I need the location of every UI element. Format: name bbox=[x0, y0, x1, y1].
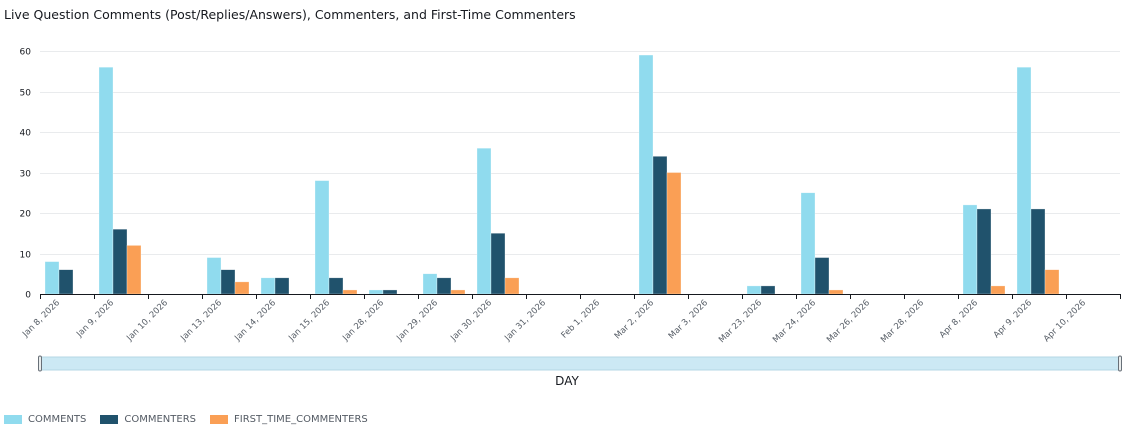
y-axis-ticks: 0 10 20 30 40 50 60 bbox=[20, 48, 32, 301]
bar-commenters[interactable] bbox=[814, 257, 830, 295]
x-tick-label: Mar 26, 2026 bbox=[825, 298, 872, 345]
x-tick-label: Mar 23, 2026 bbox=[717, 298, 764, 345]
x-tick-label: Jan 14, 2026 bbox=[232, 298, 278, 344]
y-tick-label: 50 bbox=[20, 89, 32, 99]
x-tick-label: Jan 30, 2026 bbox=[448, 298, 494, 344]
bar-commenters[interactable] bbox=[760, 285, 776, 295]
y-tick-label: 0 bbox=[25, 291, 31, 301]
legend-item-first-time-commenters[interactable]: FIRST_TIME_COMMENTERS bbox=[210, 414, 368, 425]
bar-commenters[interactable] bbox=[976, 208, 992, 295]
legend-item-comments[interactable]: COMMENTS bbox=[4, 414, 86, 425]
legend-swatch bbox=[4, 415, 22, 424]
bar-comments[interactable] bbox=[260, 277, 276, 295]
bar-commenters[interactable] bbox=[112, 228, 128, 295]
bar-commenters[interactable] bbox=[1030, 208, 1046, 295]
bar-first-time-commenters[interactable] bbox=[342, 289, 358, 295]
x-axis-ticks: Jan 8, 2026 Jan 9, 2026 Jan 10, 2026 Jan 13… bbox=[20, 294, 1121, 345]
legend: COMMENTS COMMENTERS FIRST_TIME_COMMENTER… bbox=[4, 414, 382, 425]
bar-commenters[interactable] bbox=[274, 277, 290, 295]
range-scrollbar[interactable] bbox=[38, 355, 1122, 372]
legend-label: COMMENTS bbox=[28, 414, 87, 425]
x-tick-label: Jan 9, 2026 bbox=[74, 298, 116, 340]
x-tick-label: Apr 8, 2026 bbox=[938, 298, 980, 340]
bar-comments[interactable] bbox=[314, 180, 330, 295]
legend-swatch bbox=[100, 415, 119, 424]
y-tick-label: 10 bbox=[20, 251, 32, 261]
bar-commenters[interactable] bbox=[382, 289, 398, 295]
scrollbar-right-handle[interactable] bbox=[1118, 355, 1122, 372]
x-tick-label: Feb 1, 2026 bbox=[560, 298, 603, 341]
x-tick-label: Mar 3, 2026 bbox=[667, 298, 710, 341]
y-tick-label: 20 bbox=[20, 210, 32, 220]
bar-commenters[interactable] bbox=[220, 269, 236, 295]
legend-label: COMMENTERS bbox=[124, 414, 197, 425]
bar-commenters[interactable] bbox=[490, 232, 506, 295]
bar-first-time-commenters[interactable] bbox=[450, 289, 466, 295]
y-tick-label: 60 bbox=[20, 48, 32, 58]
bar-first-time-commenters[interactable] bbox=[990, 285, 1006, 295]
bar-first-time-commenters[interactable] bbox=[666, 172, 682, 295]
x-tick-label: Jan 13, 2026 bbox=[178, 298, 224, 344]
x-axis-title: DAY bbox=[555, 374, 579, 388]
bar-comments[interactable] bbox=[98, 66, 114, 295]
bar-comments[interactable] bbox=[206, 257, 222, 295]
bar-comments[interactable] bbox=[962, 204, 978, 295]
bar-comments[interactable] bbox=[368, 289, 384, 295]
legend-swatch bbox=[210, 415, 229, 424]
x-tick-label: Mar 28, 2026 bbox=[879, 298, 926, 345]
bar-first-time-commenters[interactable] bbox=[126, 245, 142, 295]
scrollbar-left-handle[interactable] bbox=[38, 355, 42, 372]
bar-first-time-commenters[interactable] bbox=[1044, 269, 1060, 295]
scrollbar-track[interactable] bbox=[39, 356, 1121, 371]
bar-first-time-commenters[interactable] bbox=[828, 289, 844, 295]
chart-title: Live Question Comments (Post/Replies/Ans… bbox=[4, 7, 576, 22]
bar-comments[interactable] bbox=[800, 192, 816, 295]
bar-commenters[interactable] bbox=[652, 156, 668, 295]
y-tick-label: 40 bbox=[20, 129, 32, 139]
bar-comments[interactable] bbox=[476, 147, 492, 295]
y-tick-label: 30 bbox=[20, 170, 32, 180]
x-tick-label: Jan 29, 2026 bbox=[394, 298, 440, 344]
bar-first-time-commenters[interactable] bbox=[504, 277, 520, 295]
x-tick-label: Mar 24, 2026 bbox=[771, 298, 818, 345]
x-tick-label: Jan 15, 2026 bbox=[286, 298, 332, 344]
bar-comments[interactable] bbox=[746, 285, 762, 295]
bar-commenters[interactable] bbox=[436, 277, 452, 295]
bar-comments[interactable] bbox=[638, 54, 654, 295]
x-tick-label: Mar 2, 2026 bbox=[613, 298, 656, 341]
legend-item-commenters[interactable]: COMMENTERS bbox=[100, 414, 196, 425]
bar-commenters[interactable] bbox=[58, 269, 74, 295]
bar-comments[interactable] bbox=[1016, 66, 1032, 295]
x-tick-label: Jan 8, 2026 bbox=[20, 298, 62, 340]
bars bbox=[44, 54, 1060, 295]
bar-first-time-commenters[interactable] bbox=[234, 281, 250, 295]
x-tick-label: Jan 31, 2026 bbox=[502, 298, 548, 344]
x-tick-label: Apr 10, 2026 bbox=[1042, 298, 1088, 344]
x-tick-label: Jan 28, 2026 bbox=[340, 298, 386, 344]
bar-commenters[interactable] bbox=[328, 277, 344, 295]
bar-comments[interactable] bbox=[422, 273, 438, 295]
gridlines bbox=[40, 51, 1120, 255]
legend-label: FIRST_TIME_COMMENTERS bbox=[234, 414, 368, 425]
bar-comments[interactable] bbox=[44, 261, 60, 295]
x-tick-label: Apr 9, 2026 bbox=[992, 298, 1034, 340]
x-tick-label: Jan 10, 2026 bbox=[124, 298, 170, 344]
